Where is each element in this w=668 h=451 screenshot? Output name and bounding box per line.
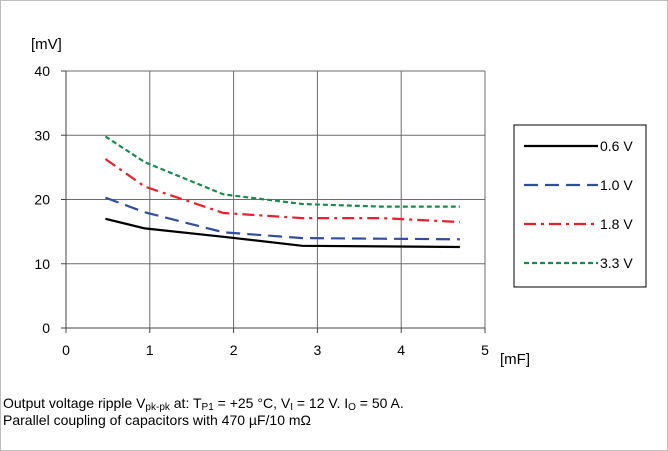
grid <box>66 70 486 328</box>
y-tick-label: 20 <box>34 192 50 208</box>
caption-line-2: Parallel coupling of capacitors with 470… <box>3 412 312 428</box>
series-line <box>105 196 460 241</box>
y-axis-unit: [mV] <box>31 36 62 53</box>
x-tick-label: 1 <box>146 342 154 358</box>
legend-box <box>513 124 647 288</box>
y-tick-label: 30 <box>34 127 50 143</box>
legend: 0.6 V 1.0 V 1.8 V 3.3 V <box>513 124 647 288</box>
caption: Output voltage ripple Vpk-pk at: TP1 = +… <box>3 395 404 429</box>
axes <box>61 70 486 333</box>
y-tick-label: 10 <box>34 256 50 272</box>
legend-label: 3.3 V <box>600 255 633 271</box>
series-line <box>105 217 460 249</box>
x-tick-label: 2 <box>230 342 238 358</box>
series-line <box>104 158 460 224</box>
y-tick-label: 40 <box>34 63 50 79</box>
series-lines <box>104 135 460 249</box>
x-tick-label: 3 <box>314 342 322 358</box>
x-tick-label: 4 <box>397 342 405 358</box>
tick-labels: 0 1 2 3 4 5 0 10 20 30 40 <box>34 63 489 358</box>
line-chart: 0 1 2 3 4 5 0 10 20 30 40 [mV] [mF] 0.6 V 1.0 V 1.8 … <box>31 36 647 368</box>
x-tick-label: 0 <box>62 342 70 358</box>
legend-label: 1.0 V <box>600 177 633 193</box>
x-axis-unit: [mF] <box>500 351 530 368</box>
legend-label: 1.8 V <box>600 216 633 232</box>
series-line <box>104 135 460 208</box>
y-tick-label: 0 <box>42 320 50 336</box>
caption-line-1: Output voltage ripple Vpk-pk at: TP1 = +… <box>3 395 404 413</box>
x-tick-label: 5 <box>481 342 489 358</box>
legend-label: 0.6 V <box>600 138 633 154</box>
